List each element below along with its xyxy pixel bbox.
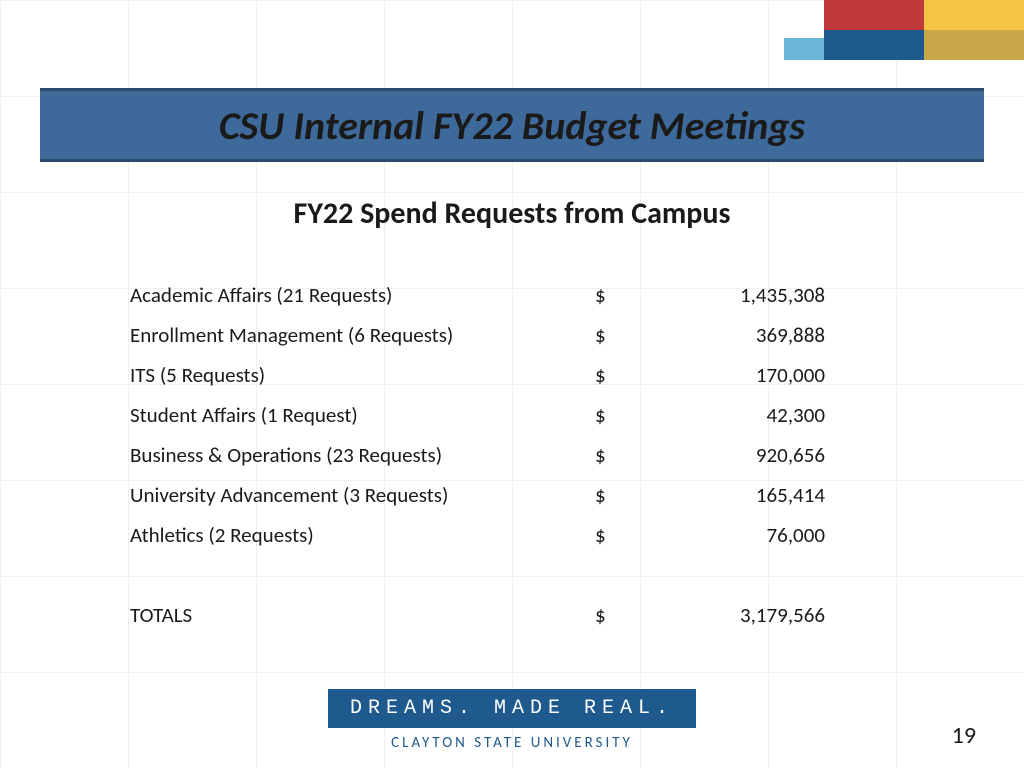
total-label: TOTALS <box>130 602 595 628</box>
corner-block-red <box>824 0 924 30</box>
row-label: Academic Affairs (21 Requests) <box>130 282 595 308</box>
row-label: University Advancement (3 Requests) <box>130 482 595 508</box>
currency-symbol: $ <box>595 522 640 548</box>
row-label: ITS (5 Requests) <box>130 362 595 388</box>
row-amount: 42,300 <box>640 402 825 428</box>
subtitle: FY22 Spend Requests from Campus <box>0 195 1024 232</box>
table-row: Business & Operations (23 Requests) $ 92… <box>130 435 870 475</box>
row-amount: 1,435,308 <box>640 282 825 308</box>
row-amount: 165,414 <box>640 482 825 508</box>
table-total-row: TOTALS $ 3,179,566 <box>130 595 870 635</box>
slide-title: CSU Internal FY22 Budget Meetings <box>219 101 805 150</box>
currency-symbol: $ <box>595 322 640 348</box>
row-amount: 369,888 <box>640 322 825 348</box>
table-row: ITS (5 Requests) $ 170,000 <box>130 355 870 395</box>
currency-symbol: $ <box>595 442 640 468</box>
table-row: Enrollment Management (6 Requests) $ 369… <box>130 315 870 355</box>
row-label: Business & Operations (23 Requests) <box>130 442 595 468</box>
row-label: Enrollment Management (6 Requests) <box>130 322 595 348</box>
row-label: Student Affairs (1 Request) <box>130 402 595 428</box>
row-amount: 76,000 <box>640 522 825 548</box>
table-row: Student Affairs (1 Request) $ 42,300 <box>130 395 870 435</box>
table-row: Athletics (2 Requests) $ 76,000 <box>130 515 870 555</box>
row-label: Athletics (2 Requests) <box>130 522 595 548</box>
row-amount: 170,000 <box>640 362 825 388</box>
corner-block-lightblue <box>784 38 824 60</box>
corner-col-2 <box>924 0 1024 60</box>
corner-color-blocks <box>784 0 1024 60</box>
corner-block-blue <box>824 30 924 60</box>
corner-block-gold <box>924 30 1024 60</box>
table-row: University Advancement (3 Requests) $ 16… <box>130 475 870 515</box>
university-name: CLAYTON STATE UNIVERSITY <box>328 734 696 752</box>
corner-col-1 <box>824 0 924 60</box>
table-row: Academic Affairs (21 Requests) $ 1,435,3… <box>130 275 870 315</box>
row-amount: 920,656 <box>640 442 825 468</box>
currency-symbol: $ <box>595 282 640 308</box>
currency-symbol: $ <box>595 402 640 428</box>
page-number: 19 <box>952 721 976 750</box>
tagline: DREAMS. MADE REAL. <box>328 689 696 728</box>
budget-table: Academic Affairs (21 Requests) $ 1,435,3… <box>130 275 870 635</box>
currency-symbol: $ <box>595 482 640 508</box>
footer-logo: DREAMS. MADE REAL. CLAYTON STATE UNIVERS… <box>328 689 696 752</box>
currency-symbol: $ <box>595 362 640 388</box>
currency-symbol: $ <box>595 602 640 628</box>
title-bar: CSU Internal FY22 Budget Meetings <box>40 88 984 162</box>
total-amount: 3,179,566 <box>640 602 825 628</box>
corner-block-yellow <box>924 0 1024 30</box>
